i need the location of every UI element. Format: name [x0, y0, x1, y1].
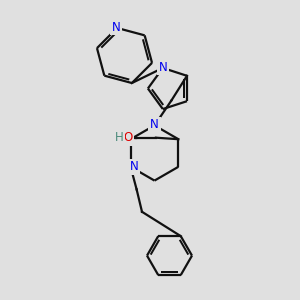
- Text: N: N: [130, 160, 139, 173]
- Text: N: N: [159, 61, 167, 74]
- Text: H: H: [115, 131, 124, 144]
- Text: N: N: [112, 21, 121, 34]
- Text: O: O: [123, 131, 132, 144]
- Text: N: N: [150, 118, 159, 131]
